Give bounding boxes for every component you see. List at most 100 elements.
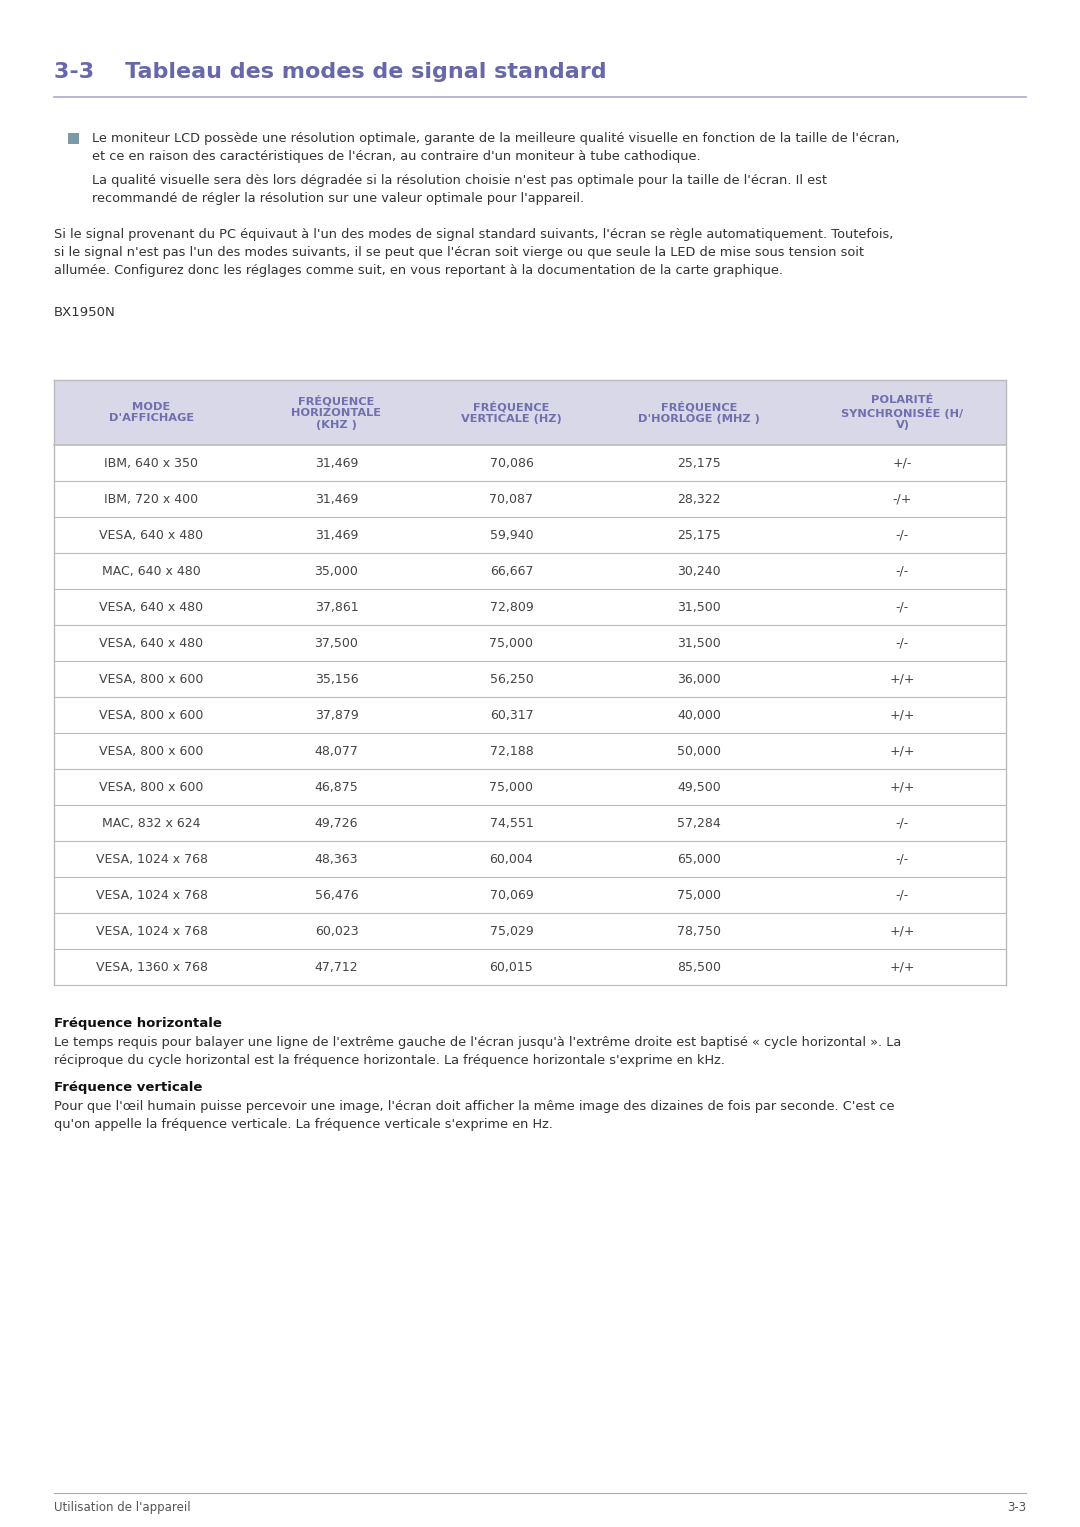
Text: Fréquence horizontale: Fréquence horizontale (54, 1017, 221, 1031)
Text: -/-: -/- (896, 817, 909, 829)
Text: 56,476: 56,476 (314, 889, 359, 901)
Text: -/-: -/- (896, 637, 909, 649)
Text: FRÉQUENCE
VERTICALE (HZ): FRÉQUENCE VERTICALE (HZ) (461, 402, 562, 425)
Bar (54, 805, 1005, 841)
Text: allumée. Configurez donc les réglages comme suit, en vous reportant à la documen: allumée. Configurez donc les réglages co… (54, 264, 783, 276)
Text: 60,004: 60,004 (489, 852, 534, 866)
Text: VESA, 800 x 600: VESA, 800 x 600 (99, 745, 204, 757)
Text: 66,667: 66,667 (489, 565, 534, 577)
Text: 75,029: 75,029 (489, 924, 534, 938)
Text: 60,015: 60,015 (489, 960, 534, 974)
Text: qu'on appelle la fréquence verticale. La fréquence verticale s'exprime en Hz.: qu'on appelle la fréquence verticale. La… (54, 1118, 553, 1132)
Text: 37,861: 37,861 (314, 600, 359, 614)
Text: Si le signal provenant du PC équivaut à l'un des modes de signal standard suivan: Si le signal provenant du PC équivaut à … (54, 228, 893, 241)
Text: 31,500: 31,500 (677, 600, 720, 614)
Text: VESA, 640 x 480: VESA, 640 x 480 (99, 528, 203, 542)
Text: 35,000: 35,000 (314, 565, 359, 577)
Text: 59,940: 59,940 (489, 528, 534, 542)
Bar (54, 876, 1005, 913)
Text: 25,175: 25,175 (677, 457, 720, 469)
Text: +/+: +/+ (890, 745, 915, 757)
Text: 60,023: 60,023 (314, 924, 359, 938)
Text: -/+: -/+ (893, 493, 913, 505)
Text: 50,000: 50,000 (677, 745, 721, 757)
Text: si le signal n'est pas l'un des modes suivants, il se peut que l'écran soit vier: si le signal n'est pas l'un des modes su… (54, 246, 864, 260)
Bar (54, 661, 1005, 696)
Bar (54, 770, 1005, 805)
Text: 3-3: 3-3 (1007, 1501, 1026, 1513)
Text: +/+: +/+ (890, 672, 915, 686)
Text: VESA, 1024 x 768: VESA, 1024 x 768 (95, 924, 207, 938)
Text: VESA, 800 x 600: VESA, 800 x 600 (99, 780, 204, 794)
Text: MODE
D'AFFICHAGE: MODE D'AFFICHAGE (109, 402, 194, 423)
Text: 56,250: 56,250 (489, 672, 534, 686)
Text: 31,500: 31,500 (677, 637, 720, 649)
Text: 72,809: 72,809 (489, 600, 534, 614)
Bar (54, 696, 1005, 733)
Text: 47,712: 47,712 (314, 960, 359, 974)
Bar (54, 841, 1005, 876)
Text: VESA, 640 x 480: VESA, 640 x 480 (99, 600, 203, 614)
Text: VESA, 1024 x 768: VESA, 1024 x 768 (95, 852, 207, 866)
Text: -/-: -/- (896, 528, 909, 542)
Text: 31,469: 31,469 (314, 493, 359, 505)
Text: 74,551: 74,551 (489, 817, 534, 829)
Text: VESA, 1024 x 768: VESA, 1024 x 768 (95, 889, 207, 901)
Text: 31,469: 31,469 (314, 457, 359, 469)
Text: 75,000: 75,000 (677, 889, 721, 901)
Text: 28,322: 28,322 (677, 493, 720, 505)
Text: VESA, 800 x 600: VESA, 800 x 600 (99, 672, 204, 686)
Text: 30,240: 30,240 (677, 565, 720, 577)
Text: -/-: -/- (896, 852, 909, 866)
Text: 37,500: 37,500 (314, 637, 359, 649)
Text: 70,086: 70,086 (489, 457, 534, 469)
Text: IBM, 640 x 350: IBM, 640 x 350 (105, 457, 199, 469)
Text: +/+: +/+ (890, 960, 915, 974)
Bar (68, 133, 79, 144)
Text: +/+: +/+ (890, 924, 915, 938)
Text: 75,000: 75,000 (489, 637, 534, 649)
Text: 85,500: 85,500 (677, 960, 721, 974)
Text: FRÉQUENCE
D'HORLOGE (MHZ ): FRÉQUENCE D'HORLOGE (MHZ ) (638, 402, 760, 425)
Text: BX1950N: BX1950N (54, 305, 116, 319)
Bar (54, 518, 1005, 553)
Text: -/-: -/- (896, 600, 909, 614)
Bar (54, 481, 1005, 518)
Text: 65,000: 65,000 (677, 852, 721, 866)
Text: recommandé de régler la résolution sur une valeur optimale pour l'appareil.: recommandé de régler la résolution sur u… (92, 192, 584, 205)
Text: 31,469: 31,469 (314, 528, 359, 542)
Text: VESA, 800 x 600: VESA, 800 x 600 (99, 709, 204, 721)
Text: +/+: +/+ (890, 780, 915, 794)
Text: 25,175: 25,175 (677, 528, 720, 542)
Text: Le temps requis pour balayer une ligne de l'extrême gauche de l'écran jusqu'à l': Le temps requis pour balayer une ligne d… (54, 1035, 901, 1049)
Text: 70,069: 70,069 (489, 889, 534, 901)
Text: 3-3    Tableau des modes de signal standard: 3-3 Tableau des modes de signal standard (54, 63, 607, 82)
Text: 37,879: 37,879 (314, 709, 359, 721)
Bar (54, 444, 1005, 481)
Text: Utilisation de l'appareil: Utilisation de l'appareil (54, 1501, 191, 1513)
Text: 49,500: 49,500 (677, 780, 720, 794)
Text: 48,077: 48,077 (314, 745, 359, 757)
Text: FRÉQUENCE
HORIZONTALE
(KHZ ): FRÉQUENCE HORIZONTALE (KHZ ) (292, 395, 381, 429)
Text: MAC, 832 x 624: MAC, 832 x 624 (103, 817, 201, 829)
Text: -/-: -/- (896, 889, 909, 901)
Text: 70,087: 70,087 (489, 493, 534, 505)
Text: -/-: -/- (896, 565, 909, 577)
Text: VESA, 1360 x 768: VESA, 1360 x 768 (95, 960, 207, 974)
Text: +/+: +/+ (890, 709, 915, 721)
Text: 75,000: 75,000 (489, 780, 534, 794)
Text: 36,000: 36,000 (677, 672, 720, 686)
Text: et ce en raison des caractéristiques de l'écran, au contraire d'un moniteur à tu: et ce en raison des caractéristiques de … (92, 150, 701, 163)
Bar (54, 948, 1005, 985)
Bar (54, 380, 1005, 444)
Bar (54, 553, 1005, 589)
Text: 72,188: 72,188 (489, 745, 534, 757)
Bar (54, 913, 1005, 948)
Text: réciproque du cycle horizontal est la fréquence horizontale. La fréquence horizo: réciproque du cycle horizontal est la fr… (54, 1054, 725, 1067)
Text: 40,000: 40,000 (677, 709, 721, 721)
Text: 60,317: 60,317 (489, 709, 534, 721)
Text: +/-: +/- (893, 457, 913, 469)
Text: VESA, 640 x 480: VESA, 640 x 480 (99, 637, 203, 649)
Text: 57,284: 57,284 (677, 817, 720, 829)
Text: IBM, 720 x 400: IBM, 720 x 400 (105, 493, 199, 505)
